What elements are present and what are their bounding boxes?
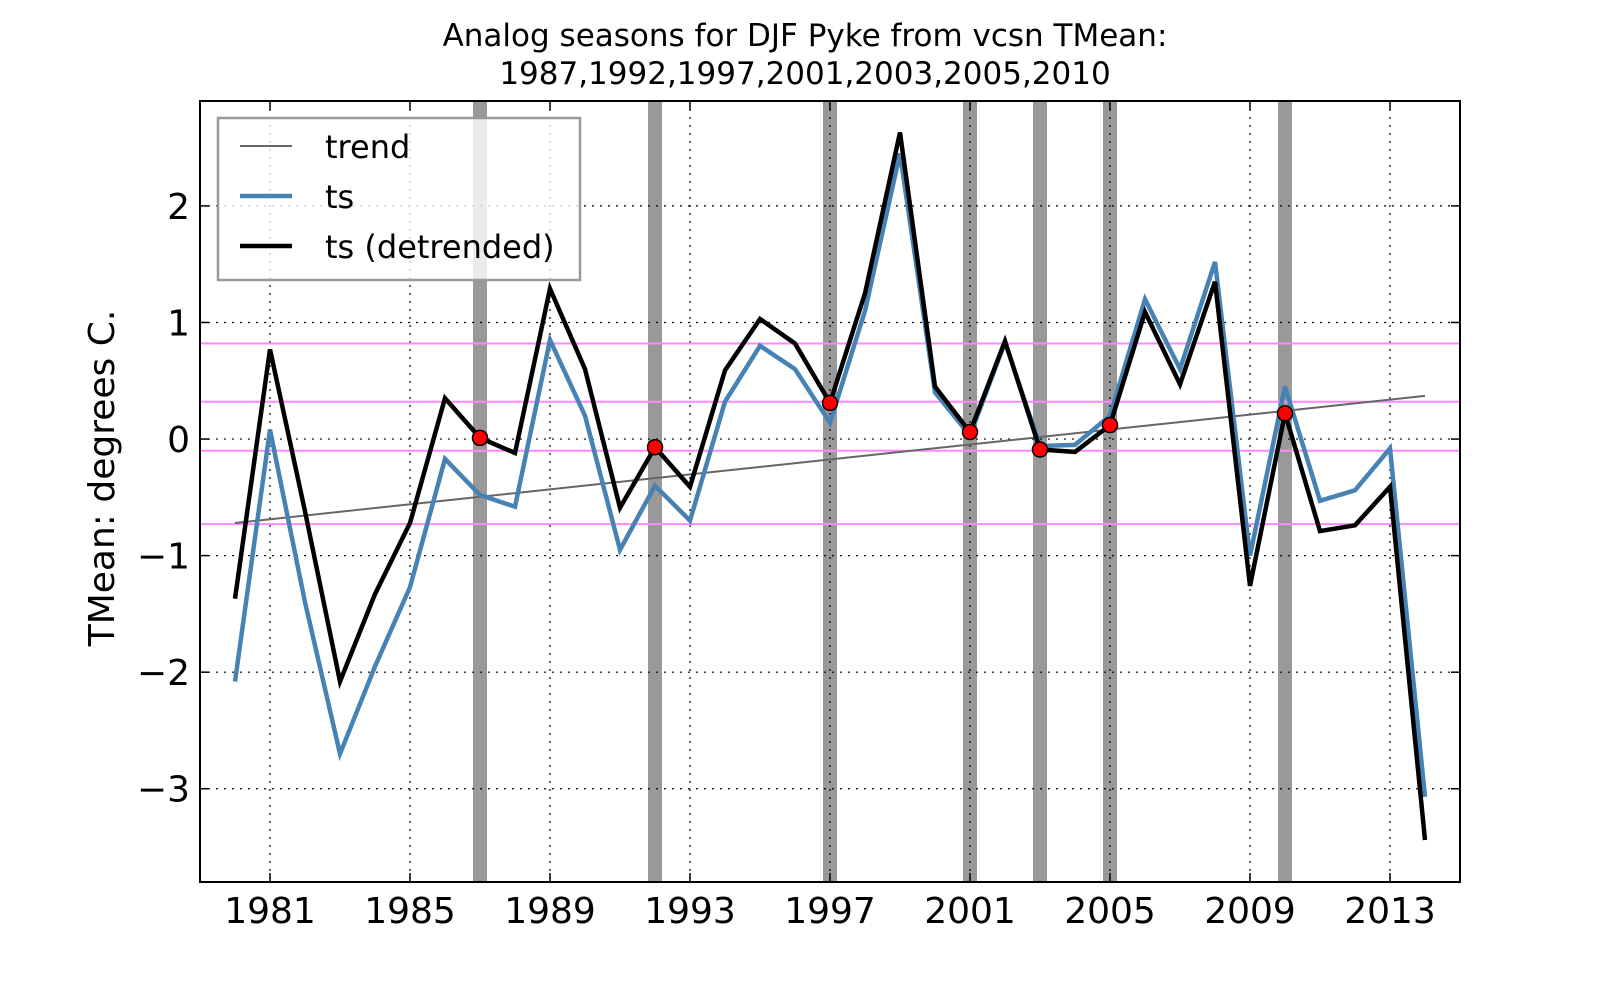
chart-title: Analog seasons for DJF Pyke from vcsn TM… xyxy=(443,18,1168,54)
y-tick-label--1: −1 xyxy=(137,537,190,578)
x-tick-label-2009: 2009 xyxy=(1204,891,1296,932)
analog-year-bar-2005 xyxy=(1103,101,1117,882)
analog-year-bar-2001 xyxy=(963,101,977,882)
y-tick-label-1: 1 xyxy=(167,303,190,344)
analog-year-bar-2010 xyxy=(1278,101,1292,882)
legend-label-0: trend xyxy=(325,128,410,166)
axis-ticks: 1981 1985 1989 1993 1997 2001 2005 2009 2013 −3 −2… xyxy=(137,101,1460,932)
analog-year-bar-1992 xyxy=(648,101,662,882)
x-tick-label-1997: 1997 xyxy=(784,891,876,932)
x-tick-label-1981: 1981 xyxy=(224,891,316,932)
analog-marker-2003 xyxy=(1031,441,1049,458)
analog-marker-1992 xyxy=(646,438,664,456)
analog-year-bar-1997 xyxy=(823,101,837,882)
x-tick-label-1989: 1989 xyxy=(504,891,596,932)
plot-frame xyxy=(199,100,1461,883)
analog-marker-1987 xyxy=(471,429,489,447)
y-axis-label: TMean: degrees C. xyxy=(82,310,123,648)
y-tick-label-0: 0 xyxy=(167,420,190,461)
legend-label-2: ts (detrended) xyxy=(325,228,555,266)
analog-marker-1997 xyxy=(821,394,839,412)
legend-label-1: ts xyxy=(325,178,354,216)
analog-marker-2005 xyxy=(1101,416,1119,434)
x-tick-label-1985: 1985 xyxy=(364,891,456,932)
analog-year-bar-1987 xyxy=(473,101,487,882)
analog-markers xyxy=(471,394,1294,458)
x-tick-label-2005: 2005 xyxy=(1064,891,1156,932)
x-tick-label-2001: 2001 xyxy=(924,891,1016,932)
x-tick-label-1993: 1993 xyxy=(644,891,736,932)
series-line-1 xyxy=(232,153,1428,798)
x-tick-label-2013: 2013 xyxy=(1344,891,1436,932)
chart-subtitle: 1987,1992,1997,2001,2003,2005,2010 xyxy=(499,56,1110,92)
analog-marker-2001 xyxy=(961,423,979,441)
analog-year-bar-2003 xyxy=(1033,101,1047,882)
y-tick-label--2: −2 xyxy=(137,653,190,694)
analog-marker-2010 xyxy=(1276,405,1294,422)
analog-year-bars xyxy=(473,101,1292,882)
y-tick-label--3: −3 xyxy=(137,770,190,811)
y-tick-label-2: 2 xyxy=(167,187,190,228)
legend: trend ts ts (detrended) xyxy=(216,116,582,282)
